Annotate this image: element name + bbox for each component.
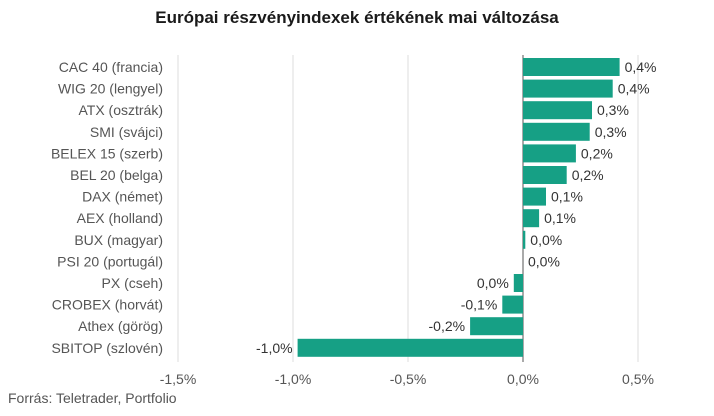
bar (523, 166, 567, 184)
category-label: PX (cseh) (102, 275, 163, 291)
source-note: Forrás: Teletrader, Portfolio (8, 390, 177, 406)
category-label: BUX (magyar) (74, 232, 163, 248)
x-tick-label: -1,0% (275, 371, 312, 387)
category-label: ATX (osztrák) (78, 102, 163, 118)
value-label: -0,2% (429, 318, 466, 334)
bar (523, 79, 613, 98)
category-label: PSI 20 (portugál) (57, 253, 163, 269)
bar (523, 101, 592, 120)
category-label: DAX (német) (82, 189, 163, 205)
value-label: 0,4% (625, 59, 657, 75)
category-label: Athex (görög) (78, 318, 163, 334)
category-label: CROBEX (horvát) (52, 297, 163, 313)
bar (502, 295, 523, 314)
x-tick-label: -0,5% (390, 371, 427, 387)
bar (297, 338, 523, 357)
bar (523, 144, 576, 163)
value-label: -0,1% (461, 297, 498, 313)
category-label: CAC 40 (francia) (59, 59, 163, 75)
bar (523, 187, 546, 206)
bar (523, 230, 526, 249)
value-label: 0,0% (528, 253, 560, 269)
category-label: BELEX 15 (szerb) (51, 145, 163, 161)
bar-layer (297, 58, 620, 357)
value-label: 0,4% (618, 81, 650, 97)
category-label: BEL 20 (belga) (70, 167, 163, 183)
value-label: 0,1% (544, 210, 576, 226)
value-label: 0,3% (597, 102, 629, 118)
x-tick-label: 0,5% (622, 371, 654, 387)
value-label: 0,1% (551, 189, 583, 205)
value-label: 0,3% (595, 124, 627, 140)
grid-layer (177, 55, 639, 362)
x-tick-label: 0,0% (507, 371, 539, 387)
category-label: SMI (svájci) (90, 124, 163, 140)
x-tick-label: -1,5% (160, 371, 197, 387)
bar (523, 209, 540, 228)
bar (470, 317, 523, 336)
value-label: 0,0% (477, 275, 509, 291)
bar (523, 58, 620, 76)
label-layer: CAC 40 (francia) 0,4% WIG 20 (lengyel) 0,4%… (51, 59, 657, 356)
value-label: 0,2% (572, 167, 604, 183)
value-label: 0,0% (530, 232, 562, 248)
chart-title: Európai részvényindexek értékének mai vá… (155, 8, 559, 27)
category-label: SBITOP (szlovén) (51, 340, 163, 356)
value-label: -1,0% (256, 340, 293, 356)
bar (523, 122, 590, 141)
category-label: WIG 20 (lengyel) (58, 81, 163, 97)
bar (513, 274, 523, 292)
value-label: 0,2% (581, 145, 613, 161)
category-label: AEX (holland) (77, 210, 163, 226)
axis-layer: -1,5% -1,0% -0,5% 0,0% 0,5% (160, 371, 654, 387)
